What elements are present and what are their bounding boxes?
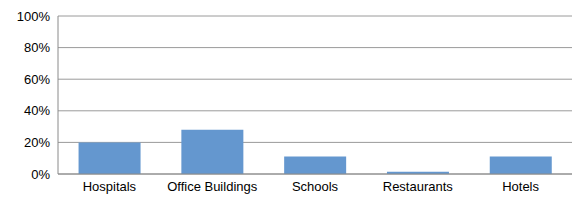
svg-text:40%: 40% [24,103,50,118]
svg-text:100%: 100% [17,9,51,24]
svg-text:0%: 0% [31,167,50,182]
svg-text:60%: 60% [24,72,50,87]
svg-text:Hotels: Hotels [502,179,539,194]
svg-text:80%: 80% [24,40,50,55]
svg-text:20%: 20% [24,135,50,150]
svg-text:Schools: Schools [292,179,339,194]
svg-text:Restaurants: Restaurants [383,179,454,194]
svg-text:Hospitals: Hospitals [83,179,137,194]
svg-text:Office Buildings: Office Buildings [167,179,258,194]
